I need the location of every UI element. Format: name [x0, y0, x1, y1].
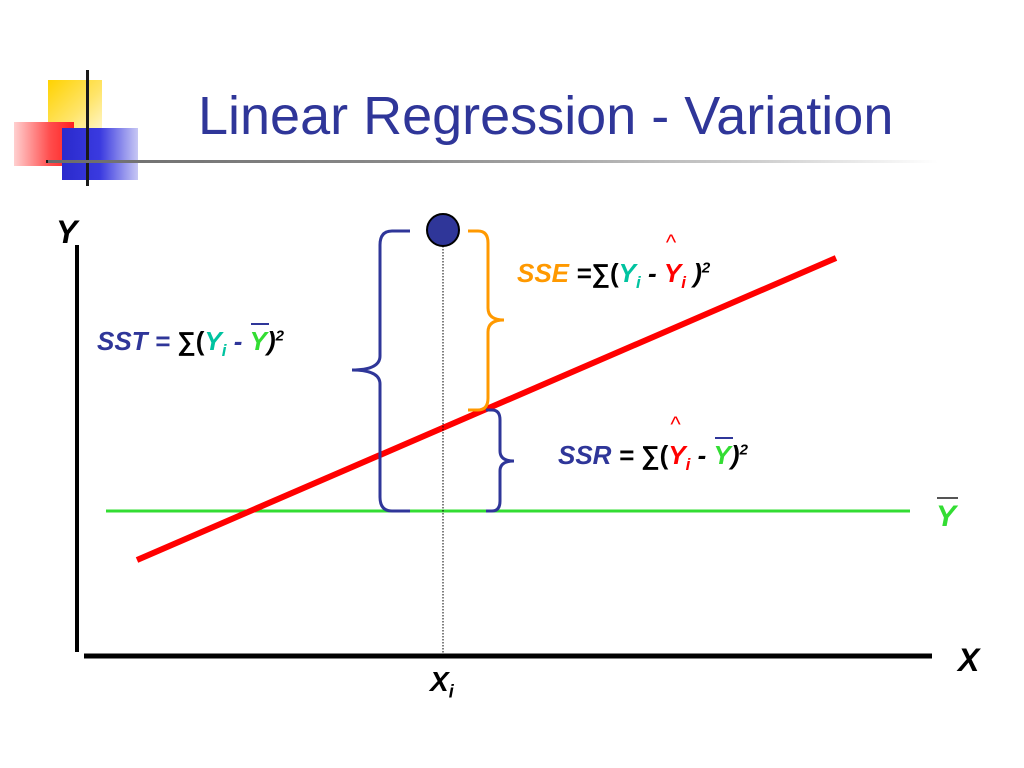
sse-name: SSE [517, 258, 570, 288]
ssr-brace [486, 408, 515, 513]
logo-blue-square [62, 128, 138, 180]
data-point [426, 213, 460, 247]
logo-vertical-bar [86, 70, 89, 186]
yhat-caret-icon: ^ [670, 412, 681, 437]
x-axis-label: X [958, 642, 980, 678]
sst-name: SST [97, 326, 148, 356]
logo-yellow-square [48, 80, 102, 130]
mean-label: Y [936, 497, 959, 533]
sst-formula: SST = ∑(Yi - Y)2 [97, 323, 285, 361]
xi-label: Xi [430, 666, 454, 702]
yhat-caret-icon: ^ [665, 230, 677, 255]
title-underline [48, 160, 938, 163]
ssr-name: SSR [558, 440, 612, 470]
sse-formula: SSE =∑(Yi - ^ Yi )2 [517, 230, 711, 293]
y-axis-label: Y [56, 214, 78, 250]
slide-logo [10, 66, 150, 190]
sse-brace [468, 229, 505, 412]
slide-title: Linear Regression - Variation [198, 86, 894, 146]
ssr-formula: SSR = ∑(^ Yi - Y)2 [558, 412, 748, 475]
sst-brace [351, 229, 410, 513]
